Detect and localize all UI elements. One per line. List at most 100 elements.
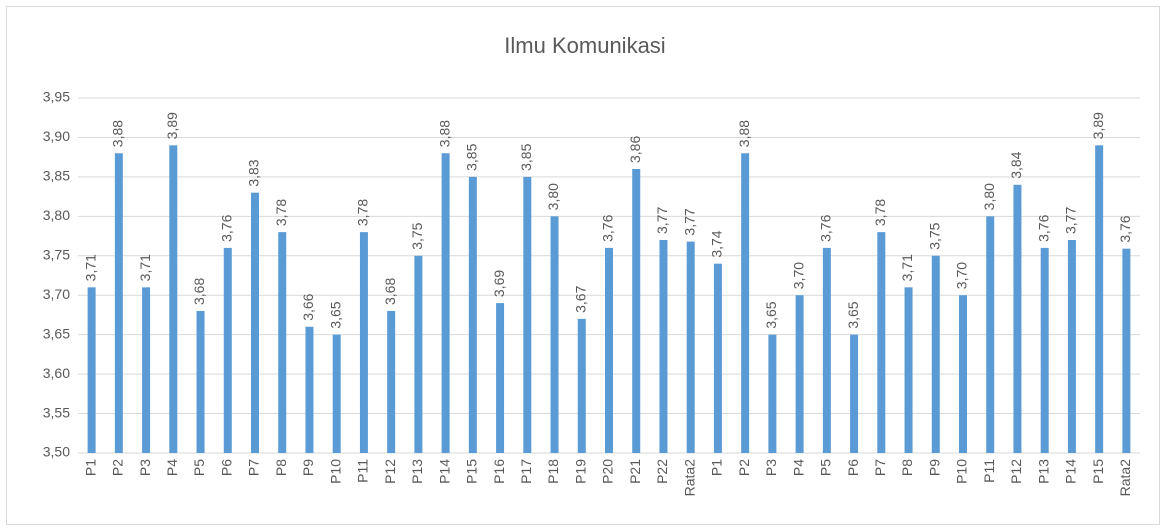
bar xyxy=(550,216,559,453)
data-label: 3,65 xyxy=(327,301,343,328)
data-label: 3,85 xyxy=(518,143,534,170)
x-tick-label: P10 xyxy=(954,459,970,484)
x-tick-label: P5 xyxy=(191,459,207,476)
y-tick-label: 3,60 xyxy=(43,365,70,381)
x-tick-label: P1 xyxy=(82,459,98,476)
bar xyxy=(414,255,423,453)
bar xyxy=(359,232,368,453)
data-label: 3,88 xyxy=(736,120,752,147)
bar xyxy=(305,326,314,453)
bar xyxy=(441,153,450,453)
data-label: 3,77 xyxy=(1063,207,1079,234)
data-label: 3,77 xyxy=(654,207,670,234)
data-label: 3,71 xyxy=(82,254,98,281)
bar xyxy=(114,153,123,453)
x-tick-label: P2 xyxy=(110,459,126,476)
bar xyxy=(686,241,695,453)
data-label: 3,78 xyxy=(872,199,888,226)
chart-title: Ilmu Komunikasi xyxy=(504,33,665,58)
bar xyxy=(1095,145,1104,454)
x-tick-label: P6 xyxy=(218,459,234,476)
x-tick-label: P3 xyxy=(137,459,153,476)
data-label: 3,80 xyxy=(545,183,561,210)
bar xyxy=(1122,248,1131,453)
x-tick-label: P4 xyxy=(164,459,180,476)
x-tick-label: P15 xyxy=(464,459,480,484)
data-label: 3,78 xyxy=(355,199,371,226)
x-tick-label: P12 xyxy=(1008,459,1024,484)
bar xyxy=(523,176,532,453)
y-tick-label: 3,75 xyxy=(43,246,70,262)
x-tick-label: P15 xyxy=(1090,459,1106,484)
bar xyxy=(332,334,341,453)
data-label: 3,84 xyxy=(1008,151,1024,178)
bar xyxy=(387,311,396,453)
x-tick-label: P8 xyxy=(899,459,915,476)
y-tick-label: 3,65 xyxy=(43,325,70,341)
data-label: 3,77 xyxy=(681,208,697,235)
data-label: 3,71 xyxy=(899,254,915,281)
data-label: 3,76 xyxy=(600,214,616,241)
data-label: 3,76 xyxy=(1035,214,1051,241)
data-label: 3,76 xyxy=(1117,215,1133,242)
bar xyxy=(632,169,641,453)
x-tick-label: P17 xyxy=(518,459,534,484)
bar xyxy=(1013,184,1022,453)
data-label: 3,85 xyxy=(464,143,480,170)
x-tick-label: P9 xyxy=(926,459,942,476)
y-tick-label: 3,80 xyxy=(43,207,70,223)
bar xyxy=(741,153,750,453)
bar xyxy=(577,318,586,453)
bar xyxy=(904,287,913,453)
x-tick-label: P12 xyxy=(382,459,398,484)
x-tick-label: P8 xyxy=(273,459,289,476)
bar xyxy=(959,295,967,453)
x-tick-label: P22 xyxy=(654,459,670,484)
x-tick-label: P10 xyxy=(327,459,343,484)
data-label: 3,66 xyxy=(300,293,316,320)
data-label: 3,71 xyxy=(137,254,153,281)
x-tick-label: P19 xyxy=(572,459,588,484)
x-tick-label: P14 xyxy=(436,459,452,484)
bar xyxy=(822,247,831,453)
x-tick-label: P9 xyxy=(300,459,316,476)
bar xyxy=(468,176,477,453)
bar xyxy=(877,232,886,453)
data-label: 3,68 xyxy=(191,278,207,305)
x-tick-label: P5 xyxy=(818,459,834,476)
x-tick-label: P11 xyxy=(981,459,997,483)
bar xyxy=(659,240,668,453)
data-label: 3,89 xyxy=(1090,112,1106,139)
x-tick-label: P7 xyxy=(872,459,888,476)
bar xyxy=(931,255,940,453)
data-label: 3,88 xyxy=(436,120,452,147)
x-tick-label: P13 xyxy=(1035,459,1051,484)
y-tick-label: 3,90 xyxy=(43,128,70,144)
bar xyxy=(768,334,777,453)
data-label: 3,75 xyxy=(926,222,942,249)
data-label: 3,74 xyxy=(709,230,725,257)
y-tick-label: 3,50 xyxy=(43,444,70,460)
bar xyxy=(223,247,232,453)
data-label: 3,88 xyxy=(110,120,126,147)
x-tick-label: P7 xyxy=(246,459,262,476)
x-tick-label: P18 xyxy=(545,459,561,484)
data-label: 3,70 xyxy=(954,262,970,289)
y-tick-label: 3,85 xyxy=(43,168,70,184)
data-label: 3,68 xyxy=(382,278,398,305)
y-tick-label: 3,70 xyxy=(43,286,70,302)
data-label: 3,89 xyxy=(164,112,180,139)
bar xyxy=(850,334,859,453)
bar xyxy=(169,145,178,454)
x-tick-label: P1 xyxy=(709,459,725,476)
bar xyxy=(1040,247,1049,453)
y-tick-label: 3,55 xyxy=(43,404,70,420)
bar xyxy=(251,192,259,453)
x-tick-label: P13 xyxy=(409,459,425,484)
data-label: 3,67 xyxy=(572,285,588,312)
data-label: 3,76 xyxy=(818,214,834,241)
data-label: 3,86 xyxy=(627,136,643,163)
bar xyxy=(196,311,205,453)
x-tick-label: Rata2 xyxy=(681,459,697,497)
